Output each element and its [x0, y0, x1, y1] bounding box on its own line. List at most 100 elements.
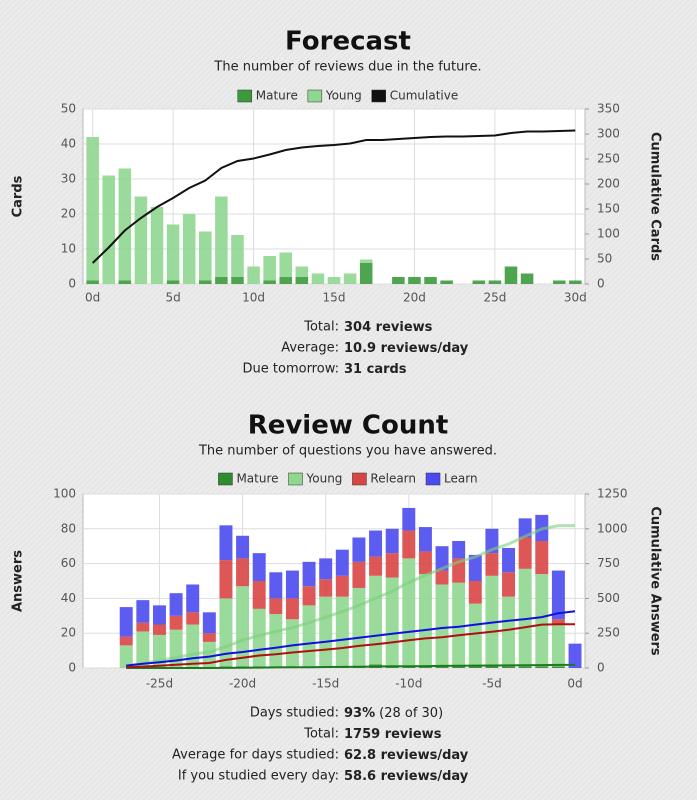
y2-axis-title: Cumulative Cards [648, 132, 663, 261]
bar-segment [252, 553, 266, 581]
legend-label: Young [325, 89, 362, 103]
x-tick-label: 0d [567, 677, 582, 691]
bar-segment [150, 207, 164, 284]
bar-segment [468, 581, 482, 604]
stat-label: Total: [303, 320, 339, 335]
bar-segment [518, 666, 532, 668]
bar-segment [134, 196, 148, 284]
bar-segment [518, 537, 532, 569]
x-tick-label: -20d [229, 677, 256, 691]
x-tick-label: 15d [323, 291, 346, 305]
bar-segment [435, 570, 449, 585]
bar-segment [252, 581, 266, 609]
bar-segment [119, 645, 133, 668]
x-tick-label: -10d [395, 677, 422, 691]
bar-segment [385, 577, 399, 667]
bar-segment [518, 568, 532, 667]
bar-segment [285, 570, 299, 599]
cumulative-line [126, 623, 575, 669]
bar-segment [118, 168, 132, 281]
bar-segment [435, 546, 449, 571]
bar-segment [247, 266, 260, 284]
bar-segment [335, 575, 349, 597]
x-tick-label: -25d [146, 677, 173, 691]
y-tick-label: 100 [53, 487, 76, 501]
legend-swatch [307, 89, 323, 103]
bar-segment [236, 586, 250, 667]
legend-label: Mature [256, 89, 298, 103]
stat-label: Average: [281, 341, 339, 356]
bar-segment [302, 586, 316, 606]
bar-segment [352, 587, 366, 667]
bar-segment [359, 263, 373, 284]
bar-segment [186, 584, 200, 613]
x-tick-label: 10d [242, 291, 265, 305]
y2-tick-label: 50 [597, 252, 612, 266]
bar-segment [435, 666, 449, 668]
cumulative-line [126, 610, 576, 667]
legend-swatch [371, 89, 386, 103]
bar-segment [569, 280, 582, 284]
plot-area [82, 493, 586, 669]
bar-segment [236, 535, 250, 559]
bar-segment [279, 252, 293, 277]
y-tick-label: 50 [61, 102, 76, 116]
stat-value: 62.8 reviews/day [344, 748, 469, 763]
bar-segment [418, 551, 432, 575]
bar-segment [285, 598, 299, 620]
bar-segment [302, 561, 316, 587]
bar-segment [418, 574, 432, 667]
bar-segment [269, 598, 283, 615]
bar-segment [302, 605, 316, 667]
y2-tick-label: 350 [597, 102, 620, 116]
y-axis-title: Answers [11, 550, 26, 612]
bar-segment [468, 554, 482, 581]
y-tick-label: 20 [61, 207, 76, 221]
stat-extra: (28 of 30) [379, 706, 443, 721]
y-tick-label: 30 [61, 172, 76, 186]
legend-swatch [352, 472, 367, 486]
bar-segment [263, 280, 276, 284]
y2-tick-label: 1000 [597, 521, 628, 535]
cumulative-line [126, 663, 575, 669]
bar-segment [551, 624, 565, 667]
bar-segment [269, 572, 283, 599]
bar-segment [502, 666, 516, 668]
bar-segment [352, 561, 366, 588]
bar-segment [219, 560, 233, 599]
stat-label: Due tomorrow: [243, 362, 339, 377]
legend-label: Relearn [370, 472, 416, 486]
bar-segment [118, 280, 132, 284]
bar-segment [452, 666, 466, 668]
y2-tick-label: 1250 [597, 487, 628, 501]
bar-segment [343, 273, 357, 284]
bar-segment [335, 596, 349, 667]
legend-label: Cumulative [390, 89, 459, 103]
bar-segment [485, 553, 499, 576]
bar-segment [402, 530, 416, 559]
cumulative-line [125, 524, 575, 668]
bar-segment [319, 579, 333, 597]
stat-label: Average for days studied: [172, 748, 339, 763]
stat-value-bold: 10.9 reviews/day [344, 341, 469, 356]
bar-segment [215, 277, 228, 284]
y-axis-title: Cards [11, 175, 26, 217]
stat-value-bold: 62.8 reviews/day [344, 748, 469, 763]
bar-segment [435, 584, 449, 667]
bar-segment [269, 614, 283, 667]
bar-segment [136, 600, 150, 623]
chart-subtitle: The number of reviews due in the future. [213, 60, 481, 75]
y2-tick-label: 750 [597, 556, 620, 570]
bar-segment [402, 507, 416, 531]
bar-segment [369, 530, 383, 557]
stat-value: 10.9 reviews/day [344, 341, 469, 356]
legend-label: Mature [236, 472, 278, 486]
stat-value-bold: 58.6 reviews/day [344, 769, 469, 784]
cumulative-line [92, 129, 576, 264]
legend: Mature Young Cumulative [237, 89, 459, 103]
x-tick-label: -15d [312, 677, 339, 691]
bar-segment [86, 137, 99, 281]
bar-segment [252, 608, 266, 667]
legend-swatch [218, 472, 233, 486]
bar-segment [202, 612, 216, 634]
